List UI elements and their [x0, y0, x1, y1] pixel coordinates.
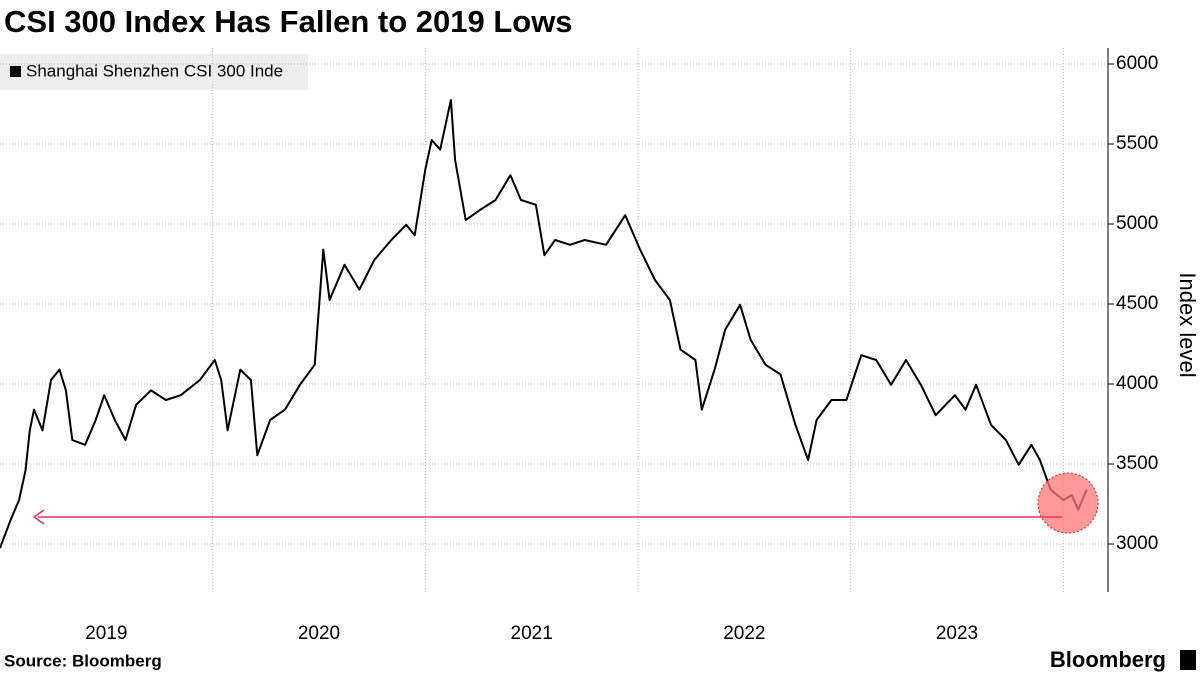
x-tick-label: 2022	[723, 623, 765, 644]
x-tick-label: 2020	[298, 623, 340, 644]
y-tick-label: 5500	[1116, 133, 1158, 154]
source: Source: Bloomberg	[4, 651, 162, 670]
y-tick-label: 3500	[1116, 453, 1158, 474]
line-series	[0, 99, 1088, 549]
plot-area: 3000 3500 4000 4500 5000 5500 6000 2019 2020 2021…	[0, 48, 1158, 644]
highlight-circle	[1037, 472, 1099, 534]
y-tick-label: 3000	[1116, 533, 1158, 554]
legend-box	[0, 54, 308, 90]
legend-swatch	[10, 66, 21, 77]
x-tick-label: 2019	[85, 623, 127, 644]
annotation	[32, 472, 1099, 534]
x-tick-label: 2023	[936, 623, 978, 644]
y-tick-label: 4000	[1116, 373, 1158, 394]
x-tick-label: 2021	[511, 623, 553, 644]
y-axis-label: Index level	[1175, 272, 1200, 377]
y-tick-label: 4500	[1116, 293, 1158, 314]
y-tick-label: 6000	[1116, 53, 1158, 74]
arrow-head	[32, 509, 45, 525]
chart-title: CSI 300 Index Has Fallen to 2019 Lows	[4, 4, 573, 39]
legend-label: Shanghai Shenzhen CSI 300 Inde	[26, 61, 283, 80]
brand-icon	[1180, 650, 1196, 670]
brand-logo: Bloomberg	[1050, 647, 1166, 672]
y-tick-label: 5000	[1116, 213, 1158, 234]
